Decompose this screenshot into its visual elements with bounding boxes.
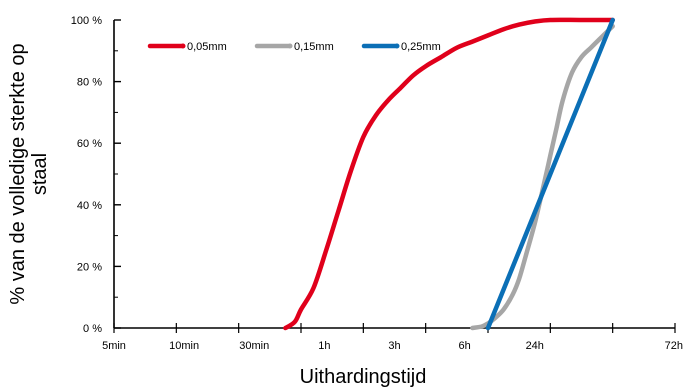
- legend-label: 0,05mm: [187, 41, 227, 53]
- y-tick-label: 40 %: [77, 200, 102, 212]
- x-tick-label: 72h: [665, 340, 683, 352]
- y-axis-title-line: staal: [29, 153, 51, 195]
- x-tick-label: 3h: [388, 340, 400, 352]
- x-tick-label: 30min: [239, 340, 269, 352]
- legend-marker: [180, 43, 186, 49]
- legend-marker: [394, 43, 400, 49]
- x-tick-label: 24h: [526, 340, 544, 352]
- y-axis-title: % van de volledige sterkte op staal: [7, 43, 51, 304]
- plot-area: 5min 10min 30min 1h 3h 6h 24h 72h 0 % 20 % 40 % 60 …: [71, 15, 683, 352]
- series-line-1: [283, 17, 615, 331]
- legend-label: 0,15mm: [294, 41, 334, 53]
- y-tick-label: 100 %: [71, 15, 102, 27]
- y-tick-label: 80 %: [77, 77, 102, 89]
- y-tick-label: 60 %: [77, 138, 102, 150]
- series-line-3: [485, 17, 615, 331]
- x-tick-label: 6h: [459, 340, 471, 352]
- y-axis-title-line: % van de volledige sterkte op: [7, 43, 29, 304]
- y-tick-label: 0 %: [83, 323, 102, 335]
- legend-marker: [287, 43, 293, 49]
- x-axis-title: Uithardingstijd: [300, 366, 427, 388]
- legend-item: 0,15mm: [254, 41, 334, 53]
- x-tick-label: 1h: [318, 340, 330, 352]
- legend-label: 0,25mm: [401, 41, 441, 53]
- y-tick-label: 20 %: [77, 261, 102, 273]
- legend-item: 0,25mm: [361, 41, 441, 53]
- legend-item: 0,05mm: [147, 41, 227, 53]
- x-tick-label: 5min: [102, 340, 126, 352]
- x-tick-label: 10min: [169, 340, 199, 352]
